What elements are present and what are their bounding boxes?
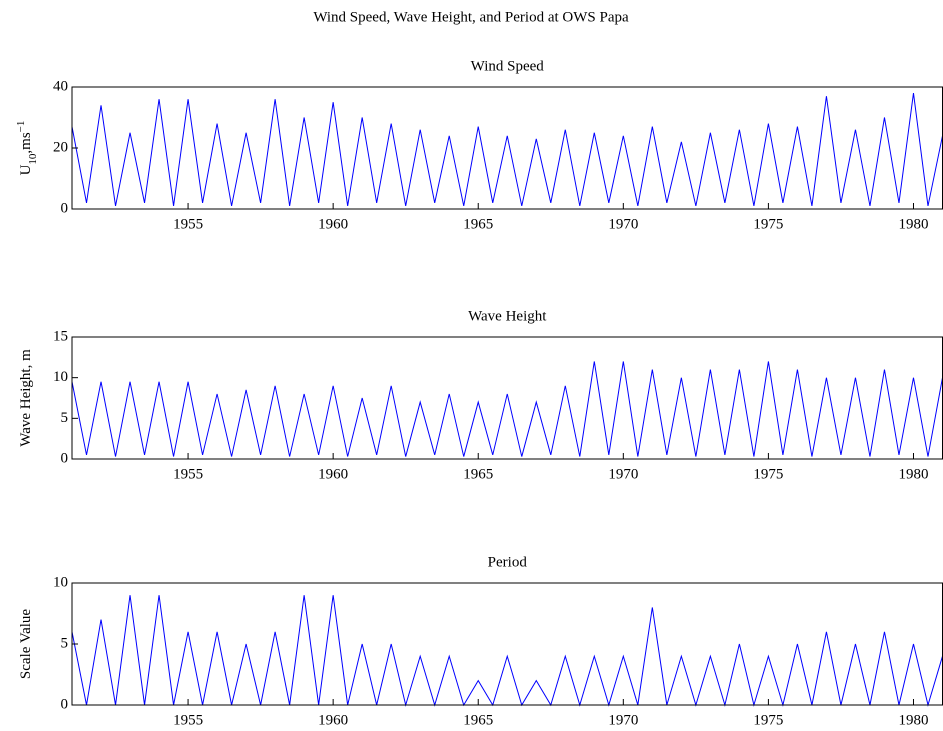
data-line (71, 361, 943, 457)
axes-box (71, 336, 943, 460)
x-tick-label: 1980 (898, 712, 928, 728)
y-axis-label-part: U (18, 164, 34, 175)
x-tick-label: 1970 (608, 712, 638, 728)
subplot-title: Wind Speed (471, 58, 545, 74)
subplot-title: Wave Height (468, 308, 547, 324)
x-tick-label: 1970 (608, 466, 638, 482)
x-tick-label: 1975 (753, 466, 783, 482)
x-tick-label: 1980 (898, 466, 928, 482)
y-axis-label-part: 10 (27, 153, 39, 165)
x-tick-label: 1960 (318, 466, 348, 482)
x-tick-label: 1975 (753, 216, 783, 232)
x-tick-label: 1955 (173, 216, 203, 232)
subplot-title: Period (488, 554, 528, 570)
y-tick-label: 20 (53, 139, 68, 155)
y-tick-label: 5 (61, 410, 69, 426)
figure-title: Wind Speed, Wave Height, and Period at O… (313, 9, 629, 25)
axes-box (71, 86, 943, 210)
y-tick-label: 0 (61, 696, 69, 712)
y-tick-label: 0 (61, 450, 69, 466)
x-tick-label: 1965 (463, 216, 493, 232)
y-tick-label: 10 (53, 574, 68, 590)
data-line (71, 93, 943, 207)
x-tick-label: 1980 (898, 216, 928, 232)
y-tick-label: 5 (61, 635, 69, 651)
x-tick-label: 1965 (463, 712, 493, 728)
y-axis-label-part: −1 (15, 121, 27, 133)
y-axis-label: Scale Value (18, 609, 34, 679)
y-tick-label: 0 (61, 200, 69, 216)
y-axis-label-part: Scale Value (18, 609, 34, 679)
x-tick-label: 1955 (173, 712, 203, 728)
x-tick-label: 1975 (753, 712, 783, 728)
y-tick-label: 10 (53, 369, 68, 385)
x-tick-label: 1965 (463, 466, 493, 482)
y-axis-label: Wave Height, m (18, 349, 34, 447)
x-tick-label: 1970 (608, 216, 638, 232)
y-tick-label: 15 (53, 328, 68, 344)
y-tick-label: 40 (53, 78, 68, 94)
data-line (71, 595, 943, 707)
x-tick-label: 1960 (318, 712, 348, 728)
y-axis-label: U10,ms−1 (15, 121, 39, 176)
axes-box (71, 582, 943, 706)
x-tick-label: 1955 (173, 466, 203, 482)
y-axis-label-part: Wave Height, m (18, 349, 34, 447)
y-axis-label-part: ,ms (18, 132, 34, 153)
x-tick-label: 1960 (318, 216, 348, 232)
